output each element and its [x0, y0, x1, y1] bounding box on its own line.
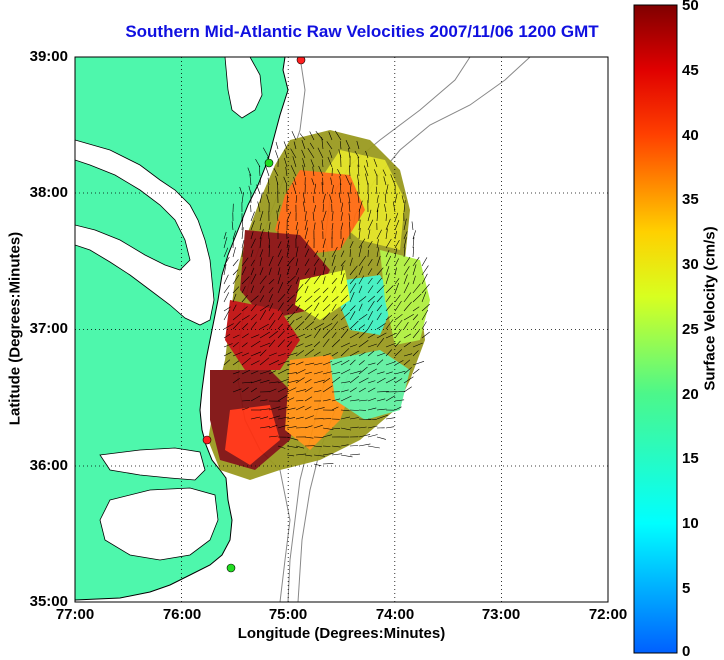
ytick-label: 39:00	[18, 48, 68, 65]
colorbar-tick: 0	[682, 643, 690, 660]
xtick-label: 72:00	[578, 606, 638, 623]
colorbar-tick: 30	[682, 256, 699, 273]
colorbar-tick: 40	[682, 127, 699, 144]
ytick-label: 36:00	[18, 457, 68, 474]
south-station-marker	[227, 564, 235, 572]
mid-station-marker	[265, 159, 273, 167]
colorbar-tick: 5	[682, 580, 690, 597]
xtick-label: 77:00	[45, 606, 105, 623]
ytick-label: 38:00	[18, 184, 68, 201]
xtick-label: 75:00	[258, 606, 318, 623]
x-axis-label: Longitude (Degrees:Minutes)	[75, 625, 608, 642]
colorbar-tick: 10	[682, 515, 699, 532]
colorbar-tick: 45	[682, 62, 699, 79]
colorbar-tick: 25	[682, 321, 699, 338]
colorbar-gradient	[634, 5, 677, 653]
xtick-label: 74:00	[365, 606, 425, 623]
xtick-label: 73:00	[471, 606, 531, 623]
colorbar-tick: 15	[682, 450, 699, 467]
ytick-label: 37:00	[18, 320, 68, 337]
colorbar-label: Surface Velocity (cm/s)	[702, 159, 719, 459]
colorbar-tick: 20	[682, 386, 699, 403]
colorbar-tick: 35	[682, 191, 699, 208]
xtick-label: 76:00	[152, 606, 212, 623]
cape-station-marker	[203, 436, 211, 444]
y-axis-label: Latitude (Degrees:Minutes)	[7, 174, 24, 484]
colorbar-tick: 50	[682, 0, 699, 14]
